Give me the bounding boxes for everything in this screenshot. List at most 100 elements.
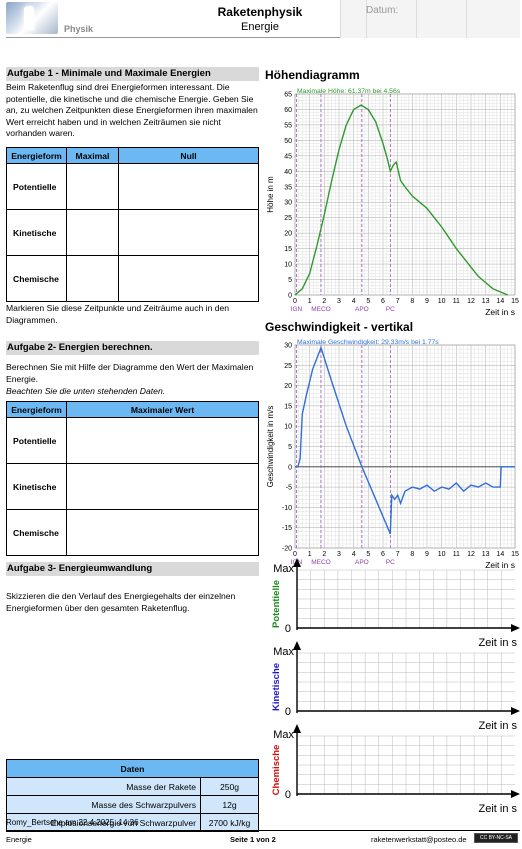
y-tick-label: 0 bbox=[288, 293, 292, 300]
data-label: Masse der Rakete bbox=[6, 777, 201, 796]
col-maximal: Maximal bbox=[66, 147, 119, 164]
x-tick-label: 1 bbox=[308, 298, 312, 305]
sketch-max-label: Max bbox=[273, 563, 294, 575]
x-tick-label: 7 bbox=[396, 551, 400, 558]
task3-title: Aufgabe 3- Energieumwandlung bbox=[6, 562, 259, 576]
row-label: Kinetische bbox=[6, 463, 67, 510]
max-annotation: Maximale Höhe: 61.37m bei 4.56s bbox=[297, 88, 401, 95]
sketch-x-label: Zeit in s bbox=[478, 803, 517, 814]
x-tick-label: 1 bbox=[308, 551, 312, 558]
data-label: Masse des Schwarzpulvers bbox=[6, 795, 201, 814]
y-tick-label: 5 bbox=[288, 444, 292, 451]
answer-cell[interactable] bbox=[118, 255, 259, 302]
col-null: Null bbox=[118, 147, 259, 164]
x-tick-label: 11 bbox=[453, 551, 460, 558]
sketch-x-label: Zeit in s bbox=[478, 637, 517, 649]
x-tick-label: 2 bbox=[322, 551, 326, 558]
answer-cell[interactable] bbox=[66, 209, 119, 256]
x-tick-label: 14 bbox=[496, 298, 504, 305]
x-tick-label: 4 bbox=[352, 298, 356, 305]
sketch-zero-label: 0 bbox=[285, 623, 291, 635]
y-tick-label: 25 bbox=[284, 363, 292, 370]
x-axis-label: Zeit in s bbox=[485, 560, 515, 568]
x-tick-label: 11 bbox=[453, 298, 460, 305]
y-tick-label: 15 bbox=[284, 403, 292, 410]
x-tick-label: 6 bbox=[381, 298, 385, 305]
x-tick-label: 0 bbox=[293, 298, 297, 305]
event-label: APO bbox=[355, 559, 369, 566]
answer-cell[interactable] bbox=[118, 163, 259, 210]
page-subtitle: Energie bbox=[241, 21, 279, 33]
y-tick-label: 30 bbox=[284, 343, 292, 350]
y-tick-label: -20 bbox=[282, 546, 292, 553]
col-energieform: Energieform bbox=[6, 401, 67, 418]
event-label: MECO bbox=[311, 559, 331, 566]
x-tick-label: 7 bbox=[396, 298, 400, 305]
y-tick-label: 35 bbox=[284, 184, 292, 191]
answer-cell[interactable] bbox=[66, 417, 259, 464]
x-tick-label: 9 bbox=[425, 551, 429, 558]
x-tick-label: 9 bbox=[425, 298, 429, 305]
row-label: Chemische bbox=[6, 509, 67, 556]
y-tick-label: -10 bbox=[282, 505, 292, 512]
event-label: APO bbox=[355, 306, 369, 313]
data-table-title: Daten bbox=[6, 759, 259, 778]
event-label: PC bbox=[386, 306, 395, 313]
x-tick-label: 3 bbox=[337, 298, 341, 305]
header-date-area bbox=[340, 0, 520, 38]
x-tick-label: 13 bbox=[482, 551, 490, 558]
row-label: Potentielle bbox=[6, 163, 67, 210]
row-label: Chemische bbox=[6, 255, 67, 302]
y-tick-label: 10 bbox=[284, 424, 292, 431]
sketch-max-label: Max bbox=[273, 729, 294, 741]
row-label: Kinetische bbox=[6, 209, 67, 256]
velocity-chart: IGNMECOAPOPC0123456789101112131415-20-15… bbox=[266, 339, 519, 568]
col-energieform: Energieform bbox=[6, 147, 67, 164]
y-axis-label: Höhe in m bbox=[266, 176, 275, 213]
date-label: Datum: bbox=[366, 5, 399, 16]
event-label: IGN bbox=[291, 306, 303, 313]
y-tick-label: 45 bbox=[284, 153, 292, 160]
task3-text: Skizzieren die den Verlauf des Energiege… bbox=[6, 591, 236, 613]
y-tick-label: 30 bbox=[284, 200, 292, 207]
col-maximaler-wert: Maximaler Wert bbox=[66, 401, 259, 418]
sketch-zero-label: 0 bbox=[285, 789, 291, 801]
y-tick-label: 20 bbox=[284, 231, 292, 238]
sketch-panels[interactable]: Potentielle Max 0 Zeit in s Kinetische Max 0 Ze… bbox=[263, 558, 520, 814]
x-arrow-icon bbox=[511, 790, 520, 798]
x-tick-label: 2 bbox=[322, 298, 326, 305]
answer-cell[interactable] bbox=[66, 163, 119, 210]
data-value: 12g bbox=[200, 795, 259, 814]
height-chart: IGN MECO APO PC0 1 2 3 4 5 6 7 8 9 10 11 12 13 14 15051015… bbox=[266, 88, 519, 317]
x-arrow-icon bbox=[511, 624, 520, 632]
sketch-x-label: Zeit in s bbox=[478, 720, 517, 732]
event-label: PC bbox=[386, 559, 395, 566]
chart2-title: Geschwindigkeit - vertikal bbox=[265, 320, 414, 334]
data-table: Daten Masse der Rakete 250g Masse des Sch… bbox=[6, 759, 259, 832]
x-axis-label: Zeit in s bbox=[485, 307, 515, 317]
sketch-row-label: Potentielle bbox=[271, 580, 282, 628]
x-tick-label: 3 bbox=[337, 551, 341, 558]
sketch-max-label: Max bbox=[273, 646, 294, 658]
answer-cell[interactable] bbox=[66, 509, 259, 556]
y-tick-label: 50 bbox=[284, 138, 292, 145]
y-arrow-icon bbox=[293, 724, 301, 733]
y-axis-label: Geschwindigkeit in m/s bbox=[266, 406, 275, 488]
y-tick-label: 55 bbox=[284, 122, 292, 129]
series-line bbox=[294, 104, 508, 296]
footer-left: Energie bbox=[6, 835, 32, 844]
rocket-logo bbox=[6, 2, 58, 34]
x-tick-label: 13 bbox=[482, 298, 490, 305]
x-tick-label: 10 bbox=[438, 298, 446, 305]
task2-note: Beachten Sie die unten stehenden Daten. bbox=[6, 386, 166, 396]
chart1-title: Höhendiagramm bbox=[265, 68, 360, 82]
task2-title: Aufgabe 2- Energien berechnen. bbox=[6, 341, 259, 355]
sketch-row-label: Kinetische bbox=[271, 663, 282, 711]
task2-table: Energieform Maximaler Wert Potentielle K… bbox=[6, 401, 259, 556]
footer-email[interactable]: raketenwerkstatt@posteo.de bbox=[371, 835, 467, 844]
data-value: 2700 kJ/kg bbox=[200, 813, 259, 832]
footer-divider bbox=[6, 830, 520, 831]
answer-cell[interactable] bbox=[66, 255, 119, 302]
answer-cell[interactable] bbox=[118, 209, 259, 256]
answer-cell[interactable] bbox=[66, 463, 259, 510]
